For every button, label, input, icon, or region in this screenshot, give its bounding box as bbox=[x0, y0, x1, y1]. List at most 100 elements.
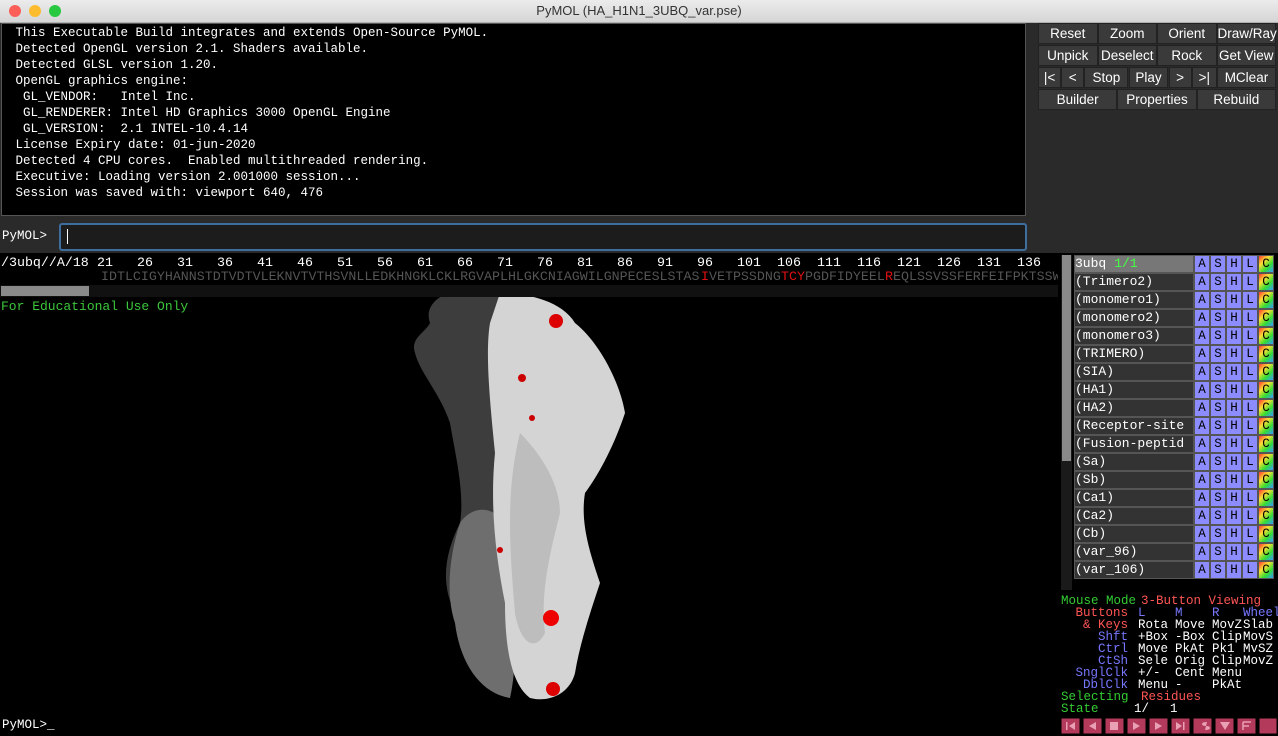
toolbar-button[interactable]: Draw/Ray bbox=[1216, 23, 1277, 44]
object-toggle[interactable]: A bbox=[1194, 489, 1210, 507]
object-toggle[interactable]: L bbox=[1242, 507, 1258, 525]
object-toggle[interactable]: L bbox=[1242, 417, 1258, 435]
object-toggle[interactable]: C bbox=[1258, 471, 1274, 489]
residues[interactable]: VETPSSDNG bbox=[709, 269, 781, 284]
object-toggle[interactable]: A bbox=[1194, 309, 1210, 327]
sequence-bar[interactable]: /3ubq//A/18 21 26 31 36 41 46 51 56 61 66 71 76 81 86 9… bbox=[0, 253, 1058, 285]
object-name[interactable]: (Sa) bbox=[1074, 453, 1194, 471]
object-name[interactable]: (Ca2) bbox=[1074, 507, 1194, 525]
object-toggle[interactable]: S bbox=[1210, 453, 1226, 471]
object-name[interactable]: (var_96) bbox=[1074, 543, 1194, 561]
object-toggle[interactable]: S bbox=[1210, 471, 1226, 489]
object-toggle[interactable]: A bbox=[1194, 435, 1210, 453]
object-toggle[interactable]: C bbox=[1258, 561, 1274, 579]
object-toggle[interactable]: L bbox=[1242, 525, 1258, 543]
toolbar-button[interactable]: Orient bbox=[1157, 23, 1217, 44]
object-toggle[interactable]: H bbox=[1226, 543, 1242, 561]
object-toggle[interactable]: C bbox=[1258, 417, 1274, 435]
scene[interactable] bbox=[1192, 717, 1213, 735]
object-toggle[interactable]: C bbox=[1258, 435, 1274, 453]
object-name[interactable]: (Receptor-site bbox=[1074, 417, 1194, 435]
object-toggle[interactable]: C bbox=[1258, 345, 1274, 363]
object-toggle[interactable]: L bbox=[1242, 255, 1258, 273]
command-input[interactable] bbox=[59, 223, 1027, 251]
object-name[interactable]: (Cb) bbox=[1074, 525, 1194, 543]
object-toggle[interactable]: C bbox=[1258, 507, 1274, 525]
object-name[interactable]: (monomero2) bbox=[1074, 309, 1194, 327]
residues[interactable]: IDTLCIGYHANNSTDTVDTVLEKNVTVTHSVNLLEDKHNG… bbox=[101, 269, 700, 284]
object-toggle[interactable]: A bbox=[1194, 507, 1210, 525]
object-toggle[interactable]: H bbox=[1226, 273, 1242, 291]
toolbar-button[interactable]: > bbox=[1168, 67, 1192, 88]
object-toggle[interactable]: L bbox=[1242, 435, 1258, 453]
object-toggle[interactable]: C bbox=[1258, 381, 1274, 399]
object-toggle[interactable]: A bbox=[1194, 525, 1210, 543]
object-toggle[interactable]: L bbox=[1242, 291, 1258, 309]
scroll-thumb[interactable] bbox=[1, 286, 89, 296]
highlighted-residues[interactable]: I bbox=[701, 269, 709, 284]
toolbar-button[interactable]: Reset bbox=[1038, 23, 1098, 44]
object-toggle[interactable]: L bbox=[1242, 453, 1258, 471]
object-name[interactable]: (var_106) bbox=[1074, 561, 1194, 579]
object-toggle[interactable]: L bbox=[1242, 327, 1258, 345]
scroll-thumb[interactable] bbox=[1062, 255, 1071, 461]
residues[interactable]: PGDFIDYEEL bbox=[805, 269, 885, 284]
object-toggle[interactable]: S bbox=[1210, 507, 1226, 525]
object-toggle[interactable]: A bbox=[1194, 273, 1210, 291]
object-toggle[interactable]: C bbox=[1258, 453, 1274, 471]
object-toggle[interactable]: L bbox=[1242, 399, 1258, 417]
object-toggle[interactable]: A bbox=[1194, 255, 1210, 273]
object-toggle[interactable]: A bbox=[1194, 363, 1210, 381]
toolbar-button[interactable]: Play bbox=[1128, 67, 1169, 88]
toolbar-button[interactable]: |< bbox=[1038, 67, 1062, 88]
object-name[interactable]: (monomero1) bbox=[1074, 291, 1194, 309]
object-toggle[interactable]: C bbox=[1258, 525, 1274, 543]
object-toggle[interactable]: H bbox=[1226, 327, 1242, 345]
object-toggle[interactable]: A bbox=[1194, 381, 1210, 399]
toolbar-button[interactable]: Properties bbox=[1117, 89, 1197, 110]
object-toggle[interactable]: S bbox=[1210, 435, 1226, 453]
object-toggle[interactable]: L bbox=[1242, 273, 1258, 291]
object-toggle[interactable]: S bbox=[1210, 273, 1226, 291]
minimize-button[interactable] bbox=[29, 5, 41, 17]
object-name[interactable]: 3ubq 1/1 bbox=[1074, 255, 1194, 273]
object-name[interactable]: (Trimero2) bbox=[1074, 273, 1194, 291]
object-toggle[interactable]: A bbox=[1194, 291, 1210, 309]
object-toggle[interactable]: H bbox=[1226, 489, 1242, 507]
object-toggle[interactable]: A bbox=[1194, 471, 1210, 489]
toolbar-button[interactable]: MClear bbox=[1217, 67, 1276, 88]
object-toggle[interactable]: L bbox=[1242, 363, 1258, 381]
object-toggle[interactable]: C bbox=[1258, 291, 1274, 309]
object-toggle[interactable]: C bbox=[1258, 309, 1274, 327]
fps[interactable] bbox=[1258, 717, 1278, 735]
object-toggle[interactable]: C bbox=[1258, 363, 1274, 381]
toolbar-button[interactable]: Unpick bbox=[1038, 45, 1098, 66]
object-scrollbar[interactable] bbox=[1061, 255, 1072, 590]
object-toggle[interactable]: H bbox=[1226, 453, 1242, 471]
object-toggle[interactable]: C bbox=[1258, 327, 1274, 345]
object-toggle[interactable]: H bbox=[1226, 291, 1242, 309]
toolbar-button[interactable]: Stop bbox=[1084, 67, 1129, 88]
object-name[interactable]: (Fusion-peptid bbox=[1074, 435, 1194, 453]
object-name[interactable]: (TRIMERO) bbox=[1074, 345, 1194, 363]
object-toggle[interactable]: A bbox=[1194, 399, 1210, 417]
object-toggle[interactable]: H bbox=[1226, 255, 1242, 273]
highlighted-residues[interactable]: R bbox=[885, 269, 893, 284]
toolbar-button[interactable]: Deselect bbox=[1097, 45, 1157, 66]
object-toggle[interactable]: L bbox=[1242, 489, 1258, 507]
object-toggle[interactable]: A bbox=[1194, 345, 1210, 363]
object-name[interactable]: (HA2) bbox=[1074, 399, 1194, 417]
object-toggle[interactable]: H bbox=[1226, 471, 1242, 489]
zoom-button[interactable] bbox=[49, 5, 61, 17]
object-toggle[interactable]: S bbox=[1210, 309, 1226, 327]
object-toggle[interactable]: H bbox=[1226, 417, 1242, 435]
object-toggle[interactable]: H bbox=[1226, 309, 1242, 327]
viewer[interactable] bbox=[0, 253, 1058, 716]
object-toggle[interactable]: S bbox=[1210, 381, 1226, 399]
residues[interactable]: EQLSSVSSFERFEIFPKTSSW bbox=[893, 269, 1058, 284]
object-toggle[interactable]: S bbox=[1210, 291, 1226, 309]
object-toggle[interactable]: A bbox=[1194, 327, 1210, 345]
object-toggle[interactable]: H bbox=[1226, 345, 1242, 363]
object-name[interactable]: (monomero3) bbox=[1074, 327, 1194, 345]
toolbar-button[interactable]: < bbox=[1061, 67, 1085, 88]
